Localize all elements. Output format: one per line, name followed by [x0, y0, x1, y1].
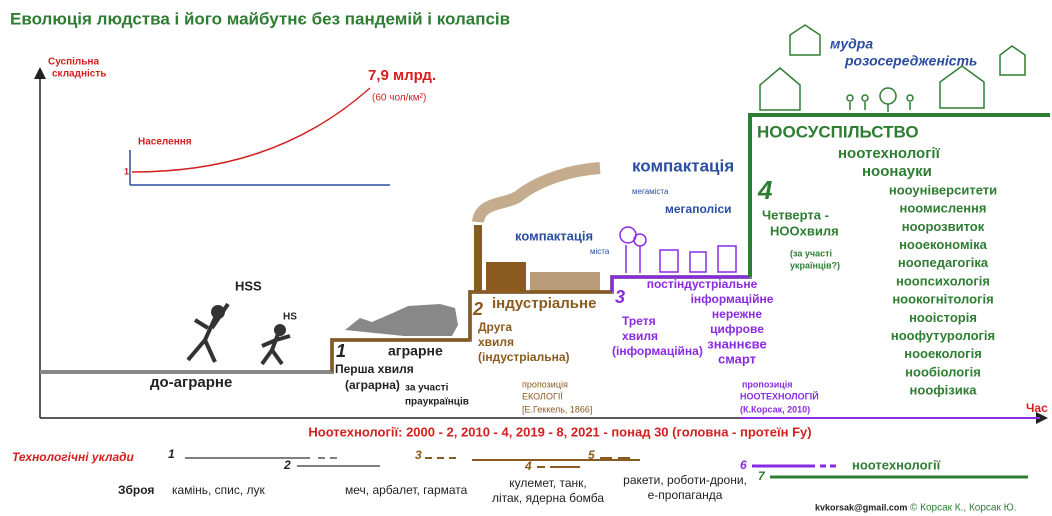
tech-label: Технологічні уклади [12, 450, 135, 464]
tech-order: 3 [415, 448, 422, 462]
human-icons [188, 304, 290, 364]
weapon: кулемет, танк, [509, 476, 586, 490]
stage3-trait: постіндустріальне [647, 277, 758, 291]
stage1-note: за участі [405, 383, 449, 394]
stage2-proposal: ЕКОЛОГІЇ [522, 391, 563, 401]
tech-order: 5 [588, 448, 595, 462]
stage3-trait: цифрове [710, 322, 764, 336]
wisdom: розосередженість [844, 53, 977, 69]
stage1-number: 1 [336, 341, 346, 361]
stage0-name: до-аграрне [150, 374, 232, 391]
population-curve [132, 88, 370, 172]
weapon: е-пропаганда [648, 488, 723, 502]
info-icons [620, 227, 736, 273]
stage2-wave: Друга [478, 320, 512, 334]
stage3-number: 3 [615, 287, 625, 307]
stage4-note: українців?) [790, 260, 840, 270]
stage3-proposal: НООТЕХНОЛОГІЙ [740, 390, 819, 401]
stage2-name: індустріальне [492, 295, 596, 312]
stage1-name: аграрне [388, 343, 443, 359]
stage1-wave: (аграрна) [345, 378, 400, 392]
science: нооуніверситети [889, 182, 997, 197]
stage2-compaction: компактація [515, 228, 593, 243]
stage4-header: ноотехнології [838, 145, 941, 162]
stage4-society: НООСУСПІЛЬСТВО [757, 122, 919, 141]
stage1-note: праукраїнців [405, 397, 469, 408]
science: ноокогнітологія [892, 292, 993, 307]
stage3-megapolis: мегаполіси [665, 202, 732, 216]
x-label: Час [1026, 401, 1048, 415]
stage4-wave: Четверта - [762, 207, 829, 222]
tech-order: 2 [283, 458, 291, 472]
stage2-proposal: пропозиція [522, 379, 568, 389]
science: ноорозвиток [902, 219, 985, 234]
stage2-number: 2 [472, 299, 483, 319]
stage3-wave: хвиля [622, 329, 658, 343]
tech-order: 1 [168, 447, 175, 461]
science: ноопсихологія [896, 273, 990, 288]
diagram: Еволюція людства і його майбутнє без пан… [0, 0, 1052, 516]
stage3-proposal: пропозиція [742, 379, 793, 389]
stage2-wave: (індустріальна) [478, 350, 570, 364]
science: ноофізика [910, 383, 978, 398]
sciences: нооуніверситети ноомислення ноорозвиток ноо… [889, 182, 997, 397]
science: нообіологія [905, 364, 981, 379]
tech-order: 6 [740, 458, 747, 472]
science: ноофутурологія [891, 328, 995, 343]
science: нооекономіка [899, 237, 988, 252]
tech-order: 7 [758, 469, 766, 483]
population-label: Населення [138, 137, 192, 148]
population-density: (60 чол/км²) [372, 93, 426, 104]
stage4-header: ноонауки [862, 163, 932, 180]
y-label: Суспільна [48, 57, 99, 68]
population-start: 1 [124, 166, 129, 176]
stage3-compaction: компактація [632, 156, 734, 175]
email: kvkorsak@gmail.com [815, 502, 907, 512]
weapons-label: Зброя [118, 483, 154, 497]
stage3-trait: нережне [712, 307, 763, 321]
weapon: літак, ядерна бомба [492, 491, 604, 505]
wisdom: мудра [830, 36, 873, 52]
science: нооекологія [904, 346, 982, 361]
science: нооісторія [909, 310, 977, 325]
weapon: меч, арбалет, гармата [345, 483, 468, 497]
stage3-proposal: (К.Корсак, 2010) [740, 404, 810, 414]
hss-label: HSS [235, 278, 262, 293]
stage4-note: (за участі [790, 248, 832, 258]
title: Еволюція людства і його майбутнє без пан… [10, 9, 510, 28]
stage4-number: 4 [757, 175, 773, 205]
stage3-megacities: мегаміста [632, 187, 669, 196]
stage2-proposal: [Е.Геккель, 1866] [522, 404, 592, 414]
stage3-wave: (інформаційна) [612, 344, 703, 358]
stage4-wave: НООхвиля [770, 223, 839, 238]
copyright: © Корсак К., Корсак Ю. [910, 503, 1017, 514]
population-value: 7,9 млрд. [368, 67, 436, 84]
plough-icon [345, 304, 458, 336]
weapon: камінь, спис, лук [172, 483, 266, 497]
tech-noo: ноотехнології [852, 457, 941, 472]
timeline: Ноотехнології: 2000 - 2, 2010 - 4, 2019 … [308, 424, 811, 439]
y-label: складність [52, 69, 106, 80]
tech-order: 4 [524, 459, 532, 473]
stage2-wave: хвиля [478, 335, 514, 349]
stage3-trait: смарт [718, 351, 756, 366]
stage3-trait: знаннєве [707, 336, 766, 351]
stage3-wave: Третя [622, 314, 656, 328]
stage3-trait: інформаційне [691, 292, 774, 306]
stage1-wave: Перша хвиля [335, 362, 414, 376]
hs-label: HS [283, 312, 297, 323]
science: ноомислення [899, 201, 986, 216]
weapon: ракети, роботи-дрони, [623, 473, 747, 487]
stage2-city: міста [590, 247, 610, 256]
science: ноопедагогіка [898, 255, 989, 270]
